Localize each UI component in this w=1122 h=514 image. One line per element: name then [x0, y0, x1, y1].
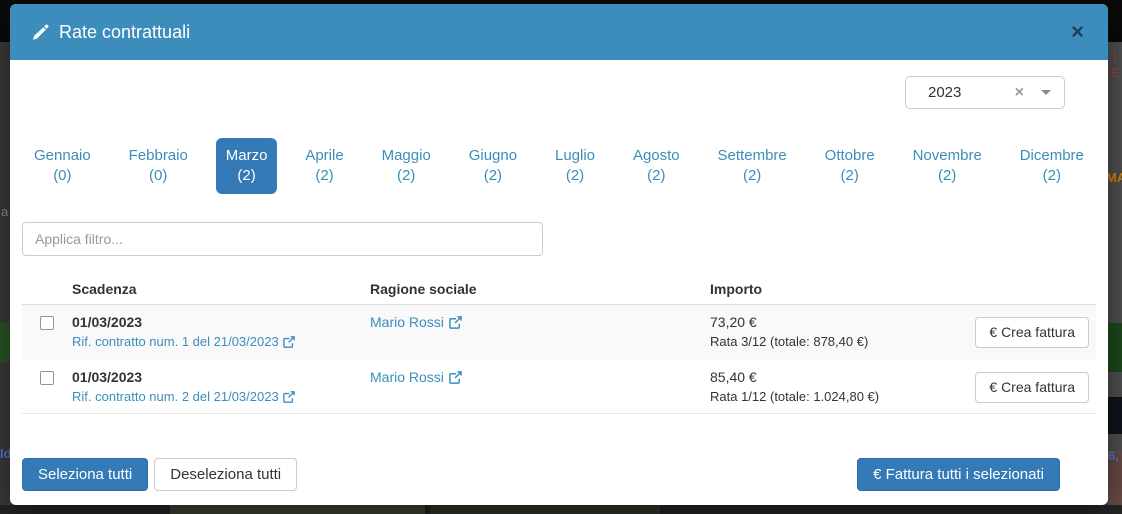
month-count: (2): [840, 167, 859, 184]
create-invoice-button[interactable]: € Crea fattura: [975, 372, 1089, 403]
month-count: (2): [647, 167, 666, 184]
month-count: (2): [938, 167, 957, 184]
external-link-icon: [282, 390, 295, 403]
backdrop-brown-block: [1108, 451, 1122, 514]
month-count: (2): [237, 167, 256, 184]
due-date-column-header: Scadenza: [72, 281, 137, 297]
installment-info: Rata 3/12 (totale: 878,40 €): [710, 334, 869, 349]
month-count: (2): [565, 167, 585, 184]
month-count: (2): [483, 167, 503, 184]
month-tab-giugno[interactable]: Giugno (2): [459, 138, 527, 194]
backdrop-left-column: [0, 42, 10, 514]
month-tab-maggio[interactable]: Maggio (2): [372, 138, 441, 194]
amount-column-header: Importo: [710, 281, 763, 297]
due-date: 01/03/2023: [72, 369, 143, 385]
installment-info: Rata 1/12 (totale: 1.024,80 €): [710, 389, 880, 404]
month-tab-marzo[interactable]: Marzo (2): [215, 138, 278, 194]
month-tab-luglio[interactable]: Luglio (2): [545, 138, 605, 194]
month-tab-ottobre[interactable]: Ottobre (2): [815, 138, 885, 194]
external-link-icon: [282, 335, 295, 348]
contract-ref-link[interactable]: Rif. contratto num. 1 del 21/03/2023: [72, 332, 295, 351]
month-tab-aprile[interactable]: Aprile (2): [295, 138, 353, 194]
create-invoice-button[interactable]: € Crea fattura: [975, 317, 1089, 348]
modal-body: 2023 × Gennaio (0) Febbraio (0) Marzo (2…: [10, 60, 1108, 505]
month-name: Luglio: [554, 147, 596, 164]
pencil-icon: [32, 24, 49, 41]
modal-footer: Seleziona tutti Deseleziona tutti € Fatt…: [22, 458, 1096, 491]
modal-title: Rate contrattuali: [59, 21, 191, 42]
due-date: 01/03/2023: [72, 314, 143, 330]
backdrop-green-block: [0, 322, 10, 362]
backdrop-olive-segment: [430, 505, 660, 514]
company-column-header: Ragione sociale: [370, 281, 477, 297]
month-count: (2): [742, 167, 762, 184]
company-link[interactable]: Mario Rossi: [370, 368, 462, 387]
table-row: 01/03/2023 Rif. contratto num. 2 del 21/…: [22, 360, 1096, 414]
month-name: Marzo: [225, 147, 268, 164]
close-icon[interactable]: ×: [1071, 19, 1084, 44]
backdrop-fragment: MA: [1106, 170, 1122, 185]
month-tab-novembre[interactable]: Novembre (2): [903, 138, 992, 194]
month-tab-febbraio[interactable]: Febbraio (0): [119, 138, 198, 194]
backdrop-fragment: E: [1111, 65, 1120, 80]
month-name: Giugno: [468, 147, 518, 164]
external-link-icon: [449, 371, 462, 384]
row-checkbox[interactable]: [40, 371, 54, 385]
backdrop-right-column: [1108, 42, 1122, 514]
year-select-value: 2023: [928, 84, 962, 101]
backdrop-fragment: 6,: [1108, 448, 1119, 463]
month-name: Gennaio: [34, 147, 91, 164]
table-row: 01/03/2023 Rif. contratto num. 1 del 21/…: [22, 305, 1096, 360]
chevron-down-icon[interactable]: [1041, 90, 1051, 95]
amount: 85,40 €: [710, 369, 757, 385]
external-link-icon: [449, 316, 462, 329]
month-name: Settembre: [717, 147, 787, 164]
contract-ref-label: Rif. contratto num. 1 del 21/03/2023: [72, 334, 279, 349]
invoice-selected-button[interactable]: € Fattura tutti i selezionati: [857, 458, 1060, 491]
backdrop-fragment: I: [1113, 49, 1117, 64]
backdrop-fragment: Id: [0, 446, 12, 461]
backdrop-olive-segment: [170, 505, 425, 514]
month-tab-dicembre[interactable]: Dicembre (2): [1010, 138, 1094, 194]
filter-input[interactable]: [22, 222, 543, 256]
table-header-row: Scadenza Ragione sociale Importo: [22, 281, 1096, 305]
backdrop-fragment: a: [1, 204, 9, 219]
month-name: Febbraio: [128, 147, 188, 164]
clear-icon[interactable]: ×: [1014, 83, 1024, 101]
row-checkbox[interactable]: [40, 316, 54, 330]
backdrop-green-block: [1108, 323, 1122, 372]
month-tab-agosto[interactable]: Agosto (2): [623, 138, 690, 194]
company-link[interactable]: Mario Rossi: [370, 313, 462, 332]
contract-ref-link[interactable]: Rif. contratto num. 2 del 21/03/2023: [72, 387, 295, 406]
month-name: Maggio: [381, 147, 431, 164]
month-count: (2): [315, 167, 334, 184]
month-name: Ottobre: [824, 147, 875, 164]
month-count: (0): [53, 167, 72, 184]
month-tab-gennaio[interactable]: Gennaio (0): [24, 138, 101, 194]
amount: 73,20 €: [710, 314, 757, 330]
backdrop-dark-block: [1108, 397, 1122, 434]
select-all-button[interactable]: Seleziona tutti: [22, 458, 149, 491]
company-name: Mario Rossi: [370, 369, 444, 385]
month-name: Aprile: [305, 147, 344, 164]
contract-installments-modal: Rate contrattuali × 2023 × Gennaio (0) F…: [10, 4, 1108, 505]
month-tab-settembre[interactable]: Settembre (2): [708, 138, 797, 194]
month-count: (2): [1042, 167, 1061, 184]
modal-header: Rate contrattuali ×: [10, 4, 1108, 60]
installments-table: Scadenza Ragione sociale Importo 01/03/2…: [22, 281, 1096, 414]
year-select[interactable]: 2023 ×: [905, 76, 1065, 109]
month-tabs: Gennaio (0) Febbraio (0) Marzo (2) April…: [22, 138, 1096, 194]
month-name: Novembre: [912, 147, 982, 164]
deselect-all-button[interactable]: Deseleziona tutti: [154, 458, 298, 491]
contract-ref-label: Rif. contratto num. 2 del 21/03/2023: [72, 389, 279, 404]
month-name: Dicembre: [1019, 147, 1084, 164]
month-name: Agosto: [632, 147, 680, 164]
month-count: (2): [397, 167, 416, 184]
month-count: (0): [149, 167, 168, 184]
company-name: Mario Rossi: [370, 314, 444, 330]
